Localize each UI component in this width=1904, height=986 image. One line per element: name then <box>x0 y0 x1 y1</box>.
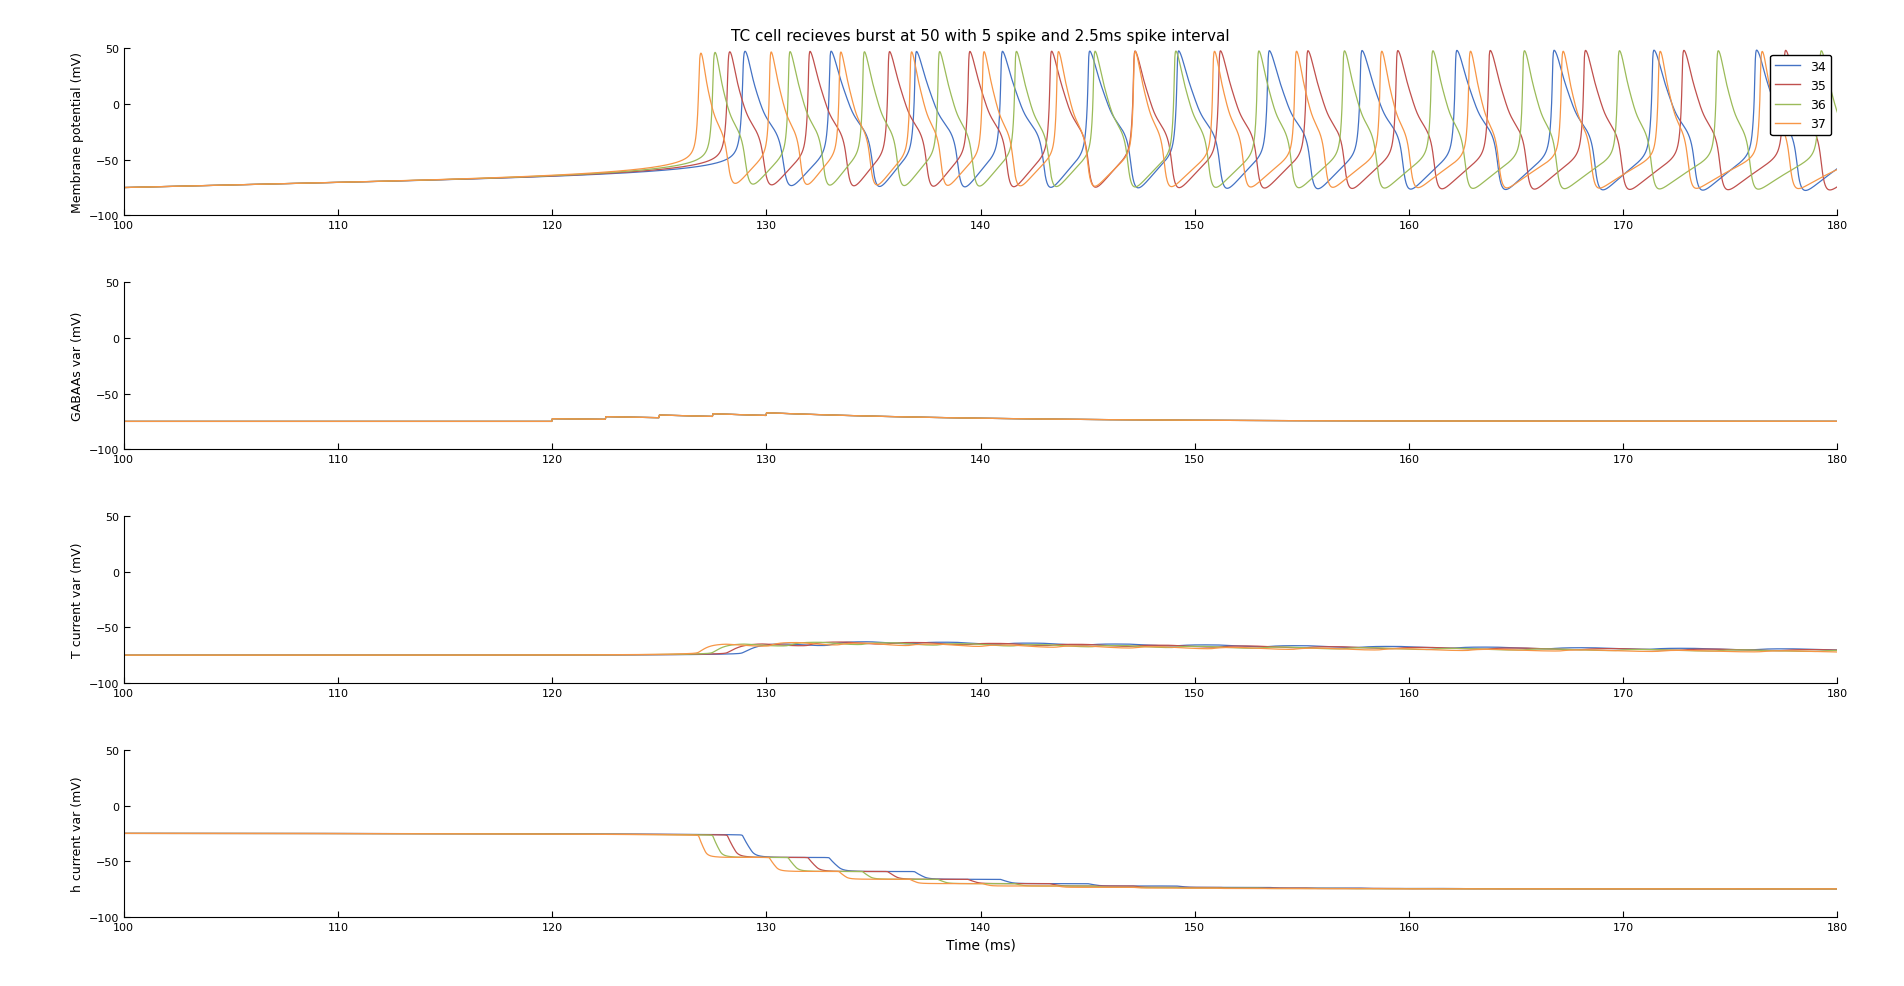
Title: TC cell recieves burst at 50 with 5 spike and 2.5ms spike interval: TC cell recieves burst at 50 with 5 spik… <box>731 29 1230 44</box>
X-axis label: Time (ms): Time (ms) <box>946 938 1015 951</box>
Legend: 34, 35, 36, 37: 34, 35, 36, 37 <box>1771 55 1832 136</box>
Y-axis label: GABAAs var (mV): GABAAs var (mV) <box>70 312 84 421</box>
Y-axis label: Membrane potential (mV): Membrane potential (mV) <box>70 52 84 213</box>
Y-axis label: T current var (mV): T current var (mV) <box>70 542 84 658</box>
Y-axis label: h current var (mV): h current var (mV) <box>70 776 84 891</box>
